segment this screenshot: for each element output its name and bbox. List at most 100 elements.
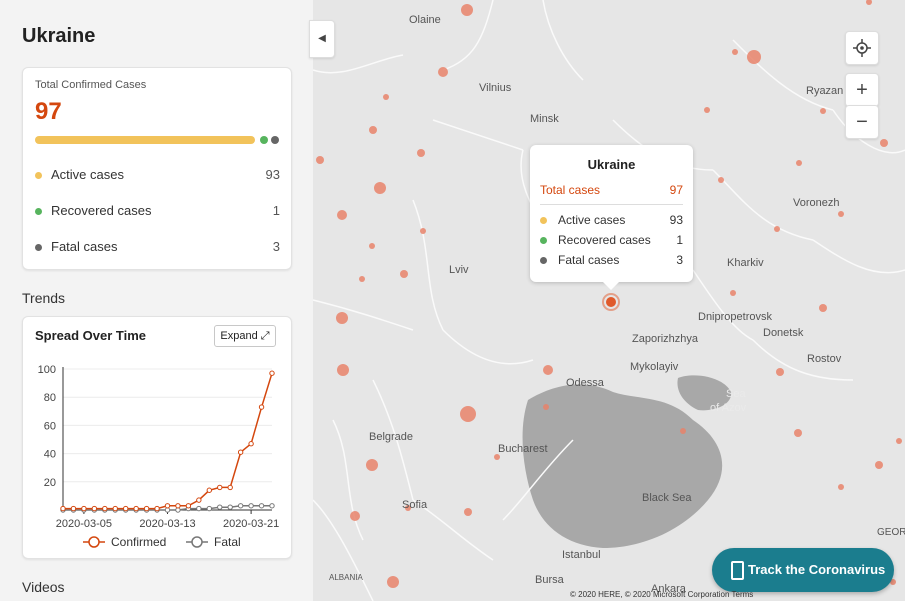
fatal-dot-icon [35, 244, 42, 251]
case-marker [819, 304, 827, 312]
map-area[interactable]: Olaine Vilnius Minsk Ryazan Voronezh Kha… [313, 0, 905, 601]
tooltip-title: Ukraine [587, 157, 636, 172]
map-label-lviv: Lviv [449, 264, 469, 276]
case-marker [359, 276, 365, 282]
case-marker [794, 429, 802, 437]
collapse-sidebar-button[interactable]: ◀ [309, 20, 335, 58]
y-tick-label: 20 [44, 477, 56, 489]
fatal-cases-row: Fatal cases 3 [35, 239, 280, 257]
page-title: Ukraine [22, 25, 96, 47]
plus-icon: + [856, 79, 868, 101]
case-marker [420, 228, 426, 234]
sea-of-azov [677, 375, 732, 411]
map-label-odessa: Odessa [566, 377, 604, 389]
map-label-sofia: Sofia [402, 499, 428, 511]
case-marker [730, 290, 736, 296]
tooltip-fatal-label: Fatal cases [558, 253, 620, 267]
map-label-albania: ALBANIA [329, 573, 363, 582]
case-marker [316, 156, 324, 164]
map-label-bursa: Bursa [535, 574, 564, 586]
tooltip-recovered-value: 1 [676, 233, 683, 247]
case-marker [337, 364, 349, 376]
fatal-dot-icon [540, 257, 547, 264]
point-confirmed [123, 505, 129, 512]
point-confirmed [217, 484, 223, 491]
map-copyright: © 2020 HERE, © 2020 Microsoft Corporatio… [570, 590, 754, 599]
case-marker [405, 505, 411, 511]
black-sea [522, 384, 723, 548]
point-confirmed [206, 487, 213, 493]
recovered-dot-icon [35, 208, 42, 215]
track-coronavirus-button[interactable]: Track the Coronavirus [712, 548, 894, 592]
tooltip-active-value: 93 [669, 213, 683, 227]
case-marker [383, 94, 389, 100]
case-marker [774, 226, 780, 232]
case-marker [838, 211, 844, 217]
case-marker [464, 508, 472, 516]
spread-chart: 20 40 60 80 100 2020-03-05 2020-03-13 2020-03-2… [38, 364, 280, 549]
point-confirmed [164, 503, 171, 509]
case-marker [369, 126, 377, 134]
map-label-bucharest: Bucharest [498, 443, 548, 455]
x-tick-label: 2020-03-13 [139, 518, 195, 530]
cases-breakdown-bar [35, 136, 281, 144]
expand-button[interactable]: Expand ⤢ [214, 325, 276, 347]
point-confirmed [175, 503, 181, 509]
point-confirmed [70, 505, 77, 512]
expand-label: Expand [220, 330, 258, 342]
point-fatal [248, 503, 254, 509]
active-dot-icon [540, 217, 547, 224]
point-confirmed [258, 404, 265, 410]
point-confirmed [91, 505, 98, 512]
tooltip-fatal-row: Fatal cases 3 [540, 253, 683, 269]
map-label-rostov: Rostov [807, 353, 842, 365]
case-marker [718, 177, 724, 183]
point-confirmed [248, 441, 254, 447]
expand-icon: ⤢ [260, 330, 270, 342]
active-cases-label: Active cases [51, 167, 124, 182]
chart-title: Spread Over Time [35, 328, 147, 343]
locate-button[interactable] [845, 31, 879, 65]
point-fatal [269, 503, 275, 509]
total-confirmed-value: 97 [35, 98, 62, 125]
active-cases-value: 93 [265, 167, 280, 182]
map-label-georgia: GEOR [877, 527, 905, 538]
case-marker [820, 108, 826, 114]
map-label-istanbul: Istanbul [562, 549, 601, 561]
total-confirmed-card: Total Confirmed Cases 97 Active cases 93… [22, 67, 292, 270]
map-label-vilnius: Vilnius [479, 82, 512, 94]
recovered-dot-icon [540, 237, 547, 244]
map-label-donetsk: Donetsk [763, 327, 804, 339]
point-confirmed [143, 505, 150, 512]
point-fatal [227, 504, 233, 510]
legend-label-fatal: Fatal [214, 535, 241, 549]
case-marker [337, 210, 347, 220]
case-marker [350, 511, 360, 521]
collapse-chevron-icon: ◀ [318, 33, 326, 44]
ukraine-marker [606, 297, 616, 307]
point-confirmed [196, 497, 202, 503]
recovered-cases-bar [260, 136, 268, 144]
x-tick-label: 2020-03-21 [223, 518, 279, 530]
map-borders [313, 0, 905, 601]
case-marker [890, 579, 896, 585]
zoom-in-button[interactable]: + [845, 73, 879, 107]
map-label-zaporizhzhya: Zaporizhzhya [632, 333, 699, 345]
recovered-cases-label: Recovered cases [51, 203, 152, 218]
case-marker [866, 0, 872, 5]
zoom-out-button[interactable]: − [845, 105, 879, 139]
case-marker [880, 139, 888, 147]
tooltip-divider [540, 204, 683, 205]
map-canvas[interactable] [313, 0, 905, 601]
case-marker [838, 484, 844, 490]
spread-chart-card: 20 40 60 80 100 2020-03-05 2020-03-13 2020-03-2… [22, 316, 292, 559]
case-marker [387, 576, 399, 588]
ukraine-marker-halo [602, 293, 620, 311]
y-tick-label: 80 [44, 392, 56, 404]
case-marker [747, 50, 761, 64]
point-confirmed [133, 505, 139, 512]
map-label-olaine: Olaine [409, 14, 441, 26]
tooltip-total-value: 97 [669, 183, 683, 197]
point-confirmed [227, 484, 233, 491]
fatal-cases-bar [271, 136, 279, 144]
